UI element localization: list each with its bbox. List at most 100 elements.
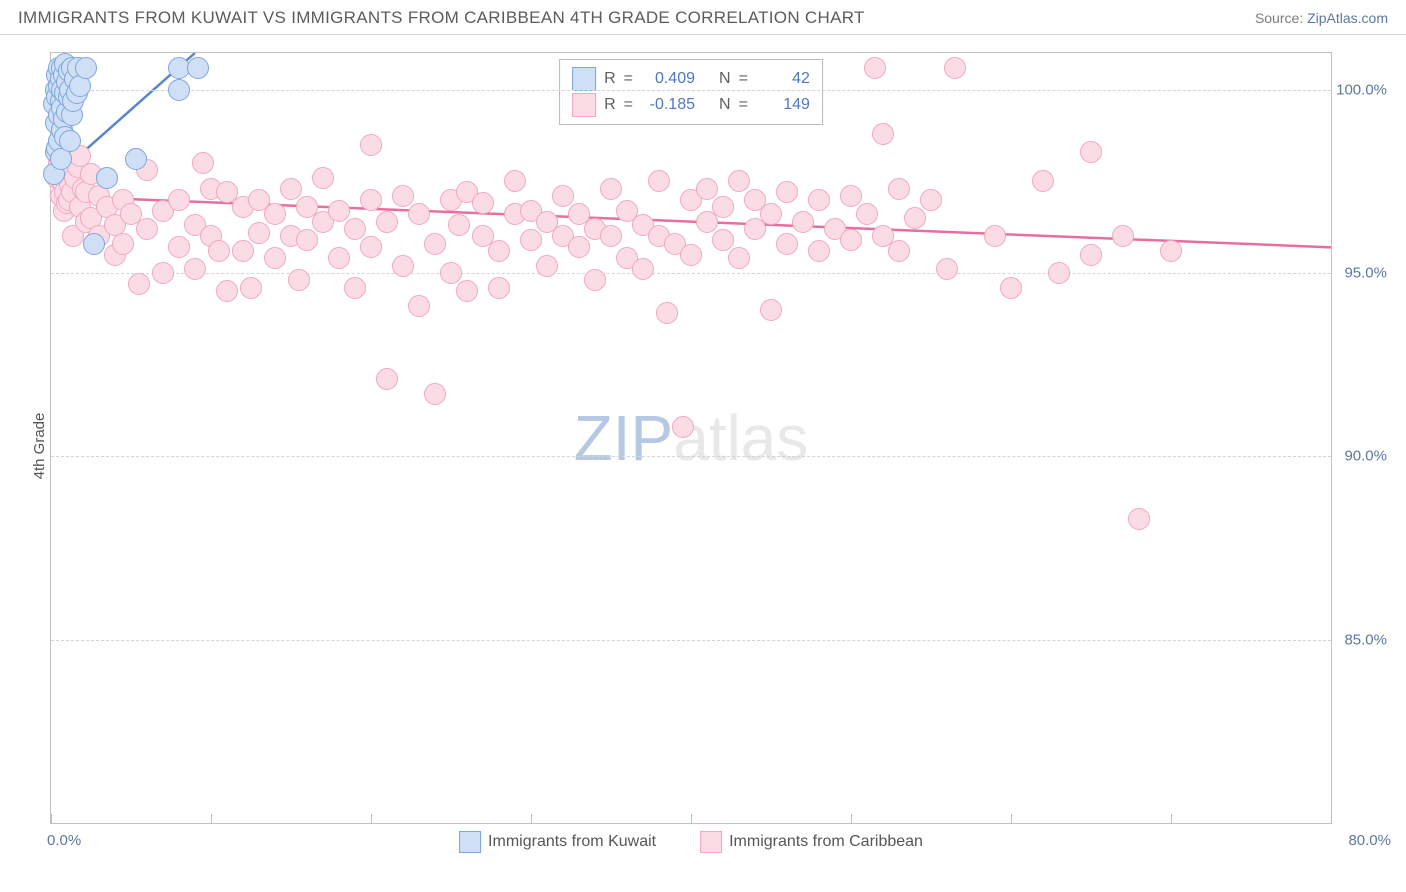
data-point-caribbean	[656, 302, 678, 324]
data-point-caribbean	[360, 236, 382, 258]
data-point-caribbean	[904, 207, 926, 229]
data-point-caribbean	[1080, 244, 1102, 266]
gridline	[51, 90, 1331, 91]
x-tick	[211, 814, 212, 824]
data-point-caribbean	[792, 211, 814, 233]
legend-item-caribbean: Immigrants from Caribbean	[700, 831, 923, 853]
data-point-kuwait	[83, 233, 105, 255]
data-point-caribbean	[112, 233, 134, 255]
data-point-caribbean	[944, 57, 966, 79]
data-point-kuwait	[96, 167, 118, 189]
stat-n-label: N	[719, 96, 731, 114]
data-point-kuwait	[125, 148, 147, 170]
equals-sign: =	[739, 96, 748, 114]
data-point-caribbean	[864, 57, 886, 79]
data-point-caribbean	[672, 416, 694, 438]
data-point-caribbean	[1032, 170, 1054, 192]
watermark-zip: ZIP	[574, 402, 674, 474]
stat-row-kuwait: R = 0.409 N = 42	[572, 67, 810, 91]
data-point-caribbean	[856, 203, 878, 225]
data-point-caribbean	[1048, 262, 1070, 284]
data-point-caribbean	[760, 203, 782, 225]
chart-title: IMMIGRANTS FROM KUWAIT VS IMMIGRANTS FRO…	[18, 8, 865, 28]
data-point-caribbean	[248, 222, 270, 244]
data-point-caribbean	[408, 295, 430, 317]
data-point-caribbean	[424, 233, 446, 255]
data-point-caribbean	[920, 189, 942, 211]
data-point-caribbean	[392, 185, 414, 207]
data-point-caribbean	[584, 269, 606, 291]
data-point-kuwait	[59, 130, 81, 152]
data-point-caribbean	[872, 123, 894, 145]
stat-row-caribbean: R = -0.185 N = 149	[572, 93, 810, 117]
data-point-caribbean	[696, 178, 718, 200]
data-point-caribbean	[840, 185, 862, 207]
data-point-kuwait	[187, 57, 209, 79]
swatch-caribbean-icon	[700, 831, 722, 853]
stat-n-label: N	[719, 70, 731, 88]
data-point-caribbean	[776, 233, 798, 255]
data-point-caribbean	[808, 240, 830, 262]
data-point-caribbean	[1128, 508, 1150, 530]
data-point-caribbean	[728, 170, 750, 192]
data-point-caribbean	[328, 200, 350, 222]
data-point-caribbean	[408, 203, 430, 225]
data-point-caribbean	[1160, 240, 1182, 262]
trend-lines	[51, 53, 1331, 823]
x-tick	[1011, 814, 1012, 824]
y-tick-label: 95.0%	[1344, 265, 1387, 282]
data-point-caribbean	[232, 240, 254, 262]
gridline	[51, 273, 1331, 274]
data-point-caribbean	[504, 170, 526, 192]
equals-sign: =	[624, 96, 633, 114]
x-tick	[51, 814, 52, 824]
data-point-caribbean	[216, 280, 238, 302]
data-point-caribbean	[312, 167, 334, 189]
data-point-caribbean	[168, 189, 190, 211]
data-point-caribbean	[728, 247, 750, 269]
data-point-caribbean	[520, 229, 542, 251]
data-point-caribbean	[440, 262, 462, 284]
data-point-caribbean	[568, 236, 590, 258]
data-point-caribbean	[240, 277, 262, 299]
gridline	[51, 456, 1331, 457]
x-axis-min-label: 0.0%	[47, 832, 81, 849]
stat-r-label: R	[604, 96, 616, 114]
data-point-caribbean	[488, 277, 510, 299]
x-axis-legend: Immigrants from Kuwait Immigrants from C…	[459, 831, 923, 853]
data-point-caribbean	[152, 262, 174, 284]
stat-r-label: R	[604, 70, 616, 88]
legend-item-kuwait: Immigrants from Kuwait	[459, 831, 656, 853]
watermark-atlas: atlas	[673, 402, 808, 474]
data-point-caribbean	[760, 299, 782, 321]
data-point-caribbean	[424, 383, 446, 405]
data-point-caribbean	[296, 229, 318, 251]
data-point-caribbean	[376, 211, 398, 233]
data-point-caribbean	[136, 218, 158, 240]
data-point-caribbean	[808, 189, 830, 211]
data-point-caribbean	[888, 240, 910, 262]
chart-header: IMMIGRANTS FROM KUWAIT VS IMMIGRANTS FRO…	[0, 0, 1406, 35]
data-point-caribbean	[264, 203, 286, 225]
data-point-caribbean	[712, 196, 734, 218]
data-point-caribbean	[1080, 141, 1102, 163]
x-tick	[1171, 814, 1172, 824]
data-point-caribbean	[488, 240, 510, 262]
swatch-kuwait-icon	[459, 831, 481, 853]
data-point-caribbean	[888, 178, 910, 200]
data-point-caribbean	[208, 240, 230, 262]
x-tick	[1331, 814, 1332, 824]
stat-n-caribbean: 149	[756, 96, 810, 114]
data-point-caribbean	[288, 269, 310, 291]
legend-label-caribbean: Immigrants from Caribbean	[729, 833, 923, 851]
data-point-caribbean	[632, 258, 654, 280]
source-credit: Source: ZipAtlas.com	[1255, 10, 1388, 26]
source-link[interactable]: ZipAtlas.com	[1307, 10, 1388, 26]
data-point-caribbean	[600, 178, 622, 200]
data-point-kuwait	[75, 57, 97, 79]
data-point-caribbean	[328, 247, 350, 269]
data-point-caribbean	[984, 225, 1006, 247]
data-point-caribbean	[360, 134, 382, 156]
watermark-logo: ZIPatlas	[574, 401, 809, 475]
data-point-caribbean	[280, 178, 302, 200]
